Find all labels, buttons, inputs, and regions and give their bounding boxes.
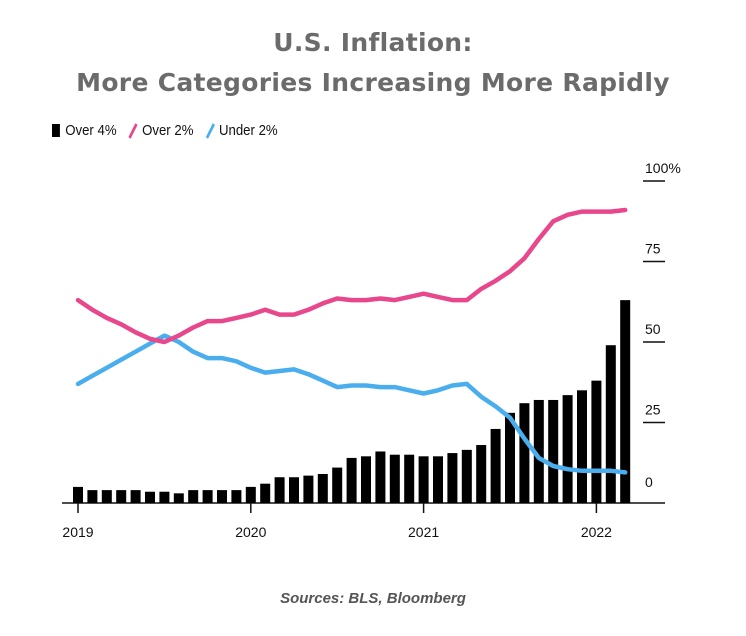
bar-over4-26 <box>447 453 458 503</box>
bar-over4-6 <box>159 491 170 503</box>
x-tick-label-2021: 2021 <box>408 524 439 540</box>
bar-over4-21 <box>375 451 386 503</box>
bar-over4-36 <box>591 380 602 503</box>
bar-over4-25 <box>433 456 443 503</box>
bar-over4-16 <box>303 475 314 503</box>
legend-label-over4: Over 4% <box>65 122 117 139</box>
bar-over4-2 <box>101 490 112 503</box>
bar-over4-11 <box>231 490 242 503</box>
chart-title-line-2: More Categories Increasing More Rapidly <box>76 68 670 97</box>
bar-over4-15 <box>289 477 299 503</box>
y-tick-label-100: 100% <box>645 160 681 176</box>
bar-over4-28 <box>476 445 487 503</box>
bar-over4-19 <box>346 457 357 503</box>
legend-item-over4: Over 4% <box>52 122 117 139</box>
bar-over4-27 <box>461 449 472 503</box>
bar-over4-4 <box>130 490 141 503</box>
bar-over4-5 <box>145 491 155 503</box>
bar-over4-10 <box>217 490 227 503</box>
bar-over4-24 <box>418 456 429 503</box>
bar-over4-34 <box>562 395 573 503</box>
legend-item-under2: Under 2% <box>205 122 278 139</box>
bar-over4-32 <box>533 399 544 503</box>
legend-item-over2: Over 2% <box>128 122 194 139</box>
bar-over4-38 <box>620 300 631 503</box>
y-tick-label-0: 0 <box>645 474 653 490</box>
legend-swatch-over2 <box>128 122 138 139</box>
bar-over4-37 <box>605 345 616 503</box>
y-tick-label-50: 50 <box>645 321 661 337</box>
legend: Over 4% Over 2% Under 2% <box>52 122 290 139</box>
x-tick-label-2019: 2019 <box>62 524 93 540</box>
legend-swatch-over4 <box>52 124 60 137</box>
bar-over4-23 <box>404 454 415 503</box>
bar-over4-29 <box>490 428 501 503</box>
bar-over4-8 <box>188 490 199 503</box>
x-tick-label-2022: 2022 <box>581 524 612 540</box>
y-tick-label-25: 25 <box>645 402 661 418</box>
bar-over4-0 <box>73 486 83 503</box>
bar-over4-18 <box>332 467 343 503</box>
y-tick-label-75: 75 <box>645 241 661 257</box>
legend-swatch-under2 <box>205 122 215 139</box>
bar-over4-7 <box>173 493 184 503</box>
bar-over4-17 <box>317 474 328 503</box>
bar-over4-20 <box>361 456 371 503</box>
chart-title-line-1: U.S. Inflation: <box>273 28 473 57</box>
bar-over4-33 <box>548 399 559 503</box>
bar-over4-13 <box>260 483 271 503</box>
bar-over4-31 <box>519 403 530 503</box>
bar-over4-30 <box>505 412 515 503</box>
bar-over4-3 <box>116 490 127 503</box>
legend-label-over2: Over 2% <box>142 122 194 139</box>
bar-over4-35 <box>577 390 587 503</box>
x-tick-label-2020: 2020 <box>235 524 266 540</box>
line-over2 <box>75 207 628 345</box>
bar-over4-9 <box>202 490 213 503</box>
bar-over4-22 <box>389 454 400 503</box>
bar-over4-14 <box>274 477 285 503</box>
source-note: Sources: BLS, Bloomberg <box>280 590 466 607</box>
bar-over4-1 <box>87 490 98 503</box>
legend-label-under2: Under 2% <box>218 122 278 139</box>
bar-over4-12 <box>245 486 256 503</box>
